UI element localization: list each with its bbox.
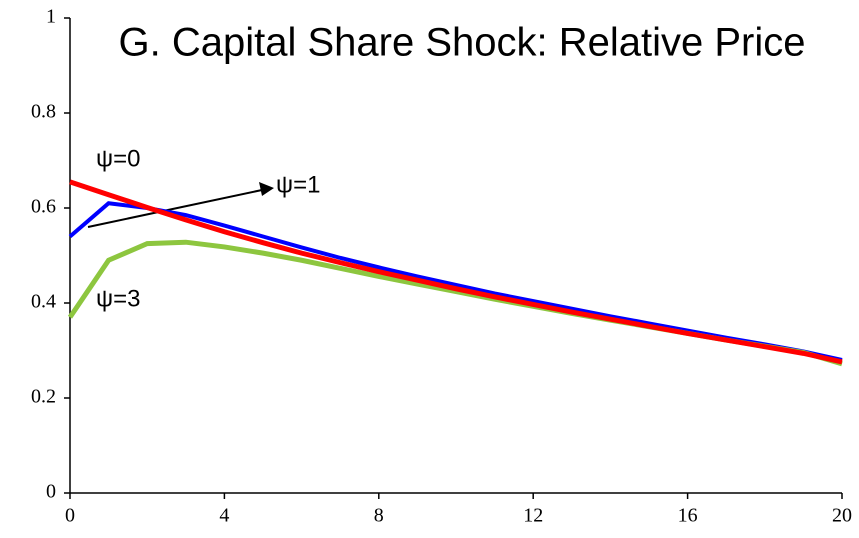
x-tick-label: 4 <box>219 505 229 527</box>
arrow-head <box>259 182 274 196</box>
series-line <box>69 179 843 365</box>
series-label: ψ=3 <box>96 285 140 312</box>
y-tick-label: 0.4 <box>31 291 56 313</box>
x-tick-label: 16 <box>678 505 698 527</box>
y-tick-label: 0 <box>46 481 56 503</box>
y-tick-label: 1 <box>46 6 56 28</box>
y-tick-label: 0.6 <box>31 196 56 218</box>
series-label: ψ=0 <box>96 145 140 172</box>
x-tick-label: 0 <box>65 505 75 527</box>
series-line <box>68 201 843 362</box>
series-label: ψ=1 <box>276 171 320 198</box>
y-tick-label: 0.8 <box>31 101 56 123</box>
x-tick-label: 12 <box>523 505 543 527</box>
chart-title: G. Capital Share Shock: Relative Price <box>119 21 806 65</box>
y-tick-label: 0.2 <box>31 386 56 408</box>
x-tick-label: 20 <box>832 505 852 527</box>
series-line <box>67 239 843 367</box>
x-tick-label: 8 <box>374 505 384 527</box>
annotation-arrow <box>87 189 263 228</box>
